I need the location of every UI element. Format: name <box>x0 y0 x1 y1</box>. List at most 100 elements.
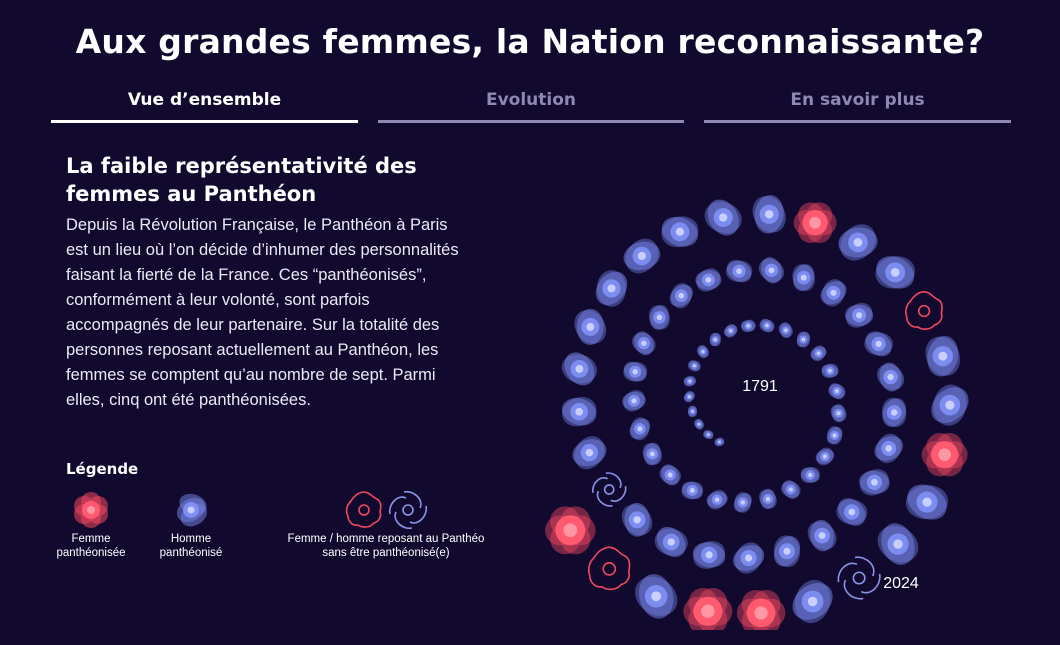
man-pantheonized-mark <box>836 498 868 526</box>
man-pantheonized-mark <box>704 199 742 236</box>
man-pantheonized-mark <box>723 323 738 338</box>
woman-buried-mark <box>588 546 631 591</box>
man-pantheonized-mark <box>876 362 905 392</box>
man-pantheonized-mark <box>758 257 785 284</box>
man-pantheonized-mark <box>773 535 801 568</box>
man-pantheonized-mark <box>623 361 648 382</box>
man-pantheonized-mark <box>669 283 693 309</box>
man-pantheonized-mark <box>623 238 661 274</box>
man-pantheonized-mark <box>595 270 628 307</box>
man-pantheonized-mark <box>830 404 847 423</box>
man-pantheonized-mark <box>687 405 698 417</box>
woman-pantheonized-mark <box>793 202 837 243</box>
tab-overview[interactable]: Vue d’ensemble <box>51 90 358 123</box>
tab-bar: Vue d’ensemble Evolution En savoir plus <box>51 90 1011 123</box>
man-pantheonized-mark <box>815 447 835 466</box>
man-pantheonized-mark <box>807 519 837 552</box>
man-pantheonized-mark <box>659 464 681 486</box>
man-pantheonized-mark <box>792 264 816 291</box>
man-pantheonized-mark <box>759 488 777 510</box>
woman-pantheonized-mark <box>736 589 786 630</box>
man-pantheonized-mark <box>703 430 714 440</box>
legend-label-man: Homme panthéonisé <box>159 533 223 559</box>
buried-not-pantheonized-icons <box>345 490 428 530</box>
man-pantheonized-mark <box>925 335 961 377</box>
man-pantheonized-mark <box>681 481 704 500</box>
man-pantheonized-mark <box>648 305 670 330</box>
legend-item-buried: Femme / homme reposant au Panthéo sans ê… <box>270 488 502 560</box>
man-pantheonized-mark <box>810 345 827 362</box>
pantheon-spiral-chart: 1791 2024 <box>545 195 969 630</box>
man-pantheonized-mark <box>661 216 699 248</box>
woman-pantheonized-mark <box>683 588 733 630</box>
man-pantheonized-mark <box>696 345 710 359</box>
man-pantheonized-mark <box>629 417 651 441</box>
man-buried-mark <box>837 556 881 600</box>
man-pantheonized-mark <box>859 469 890 496</box>
man-pantheonized-mark <box>759 318 775 333</box>
legend-label-woman: Femme panthéonisée <box>56 533 126 559</box>
man-buried-mark <box>591 472 627 507</box>
man-pantheonized-mark <box>683 375 696 387</box>
man-pantheonized-mark <box>781 480 801 499</box>
man-pantheonized-mark <box>683 390 695 403</box>
man-pantheonized-mark <box>826 426 843 445</box>
man-pantheonized-mark <box>732 542 765 574</box>
legend-title: Légende <box>66 460 139 478</box>
man-pantheonized-mark <box>574 308 607 345</box>
man-pantheonized-mark <box>632 331 656 356</box>
tab-evolution[interactable]: Evolution <box>378 90 684 123</box>
page-title: Aux grandes femmes, la Nation reconnaiss… <box>75 22 985 61</box>
tab-learn-more[interactable]: En savoir plus <box>704 90 1011 123</box>
man-pantheonized-mark <box>792 579 833 624</box>
man-pantheonized-mark <box>820 279 847 307</box>
woman-buried-mark <box>905 291 943 330</box>
woman-buried-outline-icon <box>345 491 382 528</box>
start-year-label: 1791 <box>742 378 778 395</box>
man-pantheonized-mark <box>733 492 752 513</box>
man-buried-outline-icon <box>388 490 428 530</box>
man-pantheonized-mark <box>796 331 811 348</box>
man-pantheonized-mark <box>635 574 678 619</box>
man-pantheonized-mark <box>877 523 919 565</box>
man-pantheonized-mark <box>931 384 969 426</box>
man-pantheonized-mark <box>692 540 726 569</box>
man-pantheonized-mark <box>828 383 846 400</box>
man-pantheonized-mark <box>778 322 793 338</box>
man-pantheonized-mark <box>882 397 907 428</box>
man-pantheonized-mark <box>654 526 688 558</box>
man-pantheonized-mark <box>821 363 839 378</box>
man-pantheonized-mark <box>800 467 820 483</box>
legend-item-man: Homme panthéonisé <box>150 488 232 560</box>
woman-pantheonized-icon <box>74 492 108 528</box>
man-pantheonized-mark <box>642 442 663 466</box>
woman-pantheonized-mark <box>921 433 968 477</box>
woman-pantheonized-mark <box>545 506 596 555</box>
man-pantheonized-mark <box>706 489 728 510</box>
man-pantheonized-mark <box>874 433 903 464</box>
man-pantheonized-mark <box>622 390 646 412</box>
man-pantheonized-mark <box>741 319 756 333</box>
man-pantheonized-icon <box>176 493 208 527</box>
man-pantheonized-mark <box>838 224 878 261</box>
man-pantheonized-mark <box>693 418 705 430</box>
man-pantheonized-mark <box>561 352 598 386</box>
section-heading: La faible représentativité des femmes au… <box>66 154 417 206</box>
man-pantheonized-mark <box>844 302 874 328</box>
legend-item-woman: Femme panthéonisée <box>50 488 132 560</box>
man-pantheonized-mark <box>725 260 753 283</box>
man-pantheonized-mark <box>709 332 721 347</box>
intro-paragraph: Depuis la Révolution Française, le Panth… <box>66 216 459 409</box>
man-pantheonized-mark <box>695 268 722 292</box>
legend-label-buried: Femme / homme reposant au Panthéo sans ê… <box>287 533 485 559</box>
man-pantheonized-mark <box>561 397 597 427</box>
man-pantheonized-mark <box>905 484 949 520</box>
man-pantheonized-mark <box>621 502 653 537</box>
man-pantheonized-mark <box>687 360 701 372</box>
man-pantheonized-mark <box>752 195 786 234</box>
man-pantheonized-mark <box>714 437 725 447</box>
man-pantheonized-mark <box>572 436 607 470</box>
end-year-label: 2024 <box>883 575 919 592</box>
man-pantheonized-mark <box>864 331 893 357</box>
man-pantheonized-mark <box>875 256 916 289</box>
